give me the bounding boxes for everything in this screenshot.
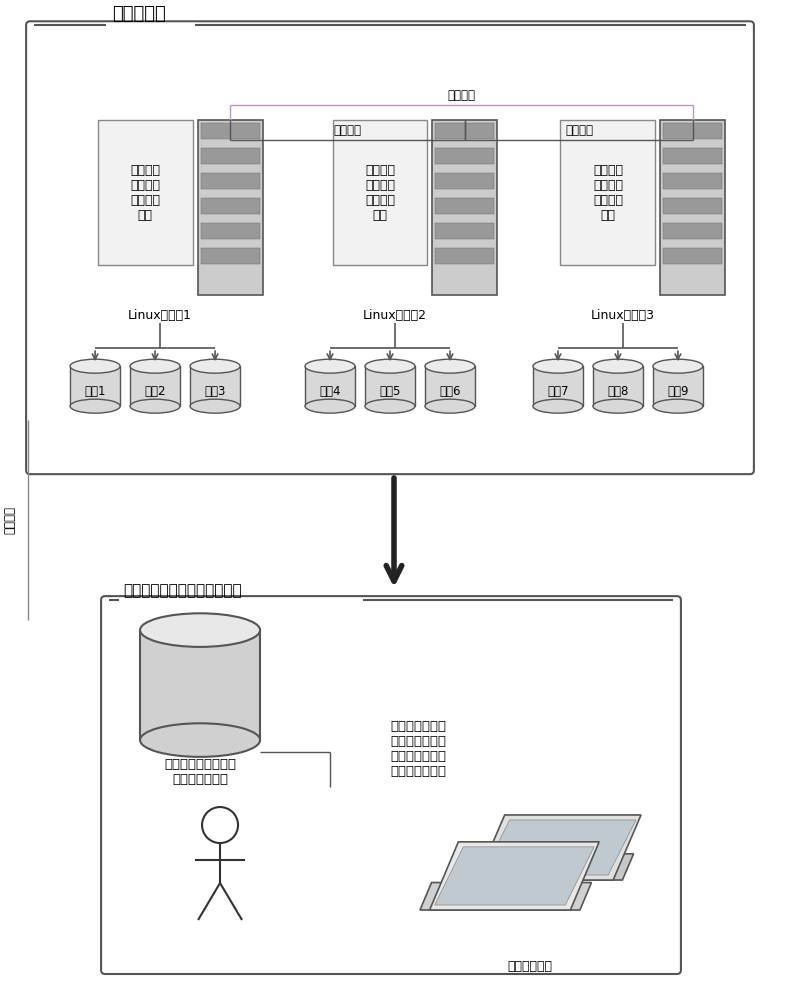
Ellipse shape [593, 399, 643, 413]
Text: 磁盘7: 磁盘7 [548, 385, 569, 398]
Text: 用户通过分布式
文件系统相应的
接口映射到自己
的电脑进行访问: 用户通过分布式 文件系统相应的 接口映射到自己 的电脑进行访问 [390, 720, 446, 778]
Polygon shape [467, 854, 634, 880]
Bar [664, 173, 723, 189]
Bar [664, 148, 723, 164]
Text: 服务器中
运行着分
布式集群
软件: 服务器中 运行着分 布式集群 软件 [130, 164, 160, 222]
Ellipse shape [593, 359, 643, 373]
Bar [560, 120, 656, 265]
Bar [664, 123, 723, 139]
Ellipse shape [305, 399, 355, 413]
Text: 分布式集群: 分布式集群 [112, 5, 166, 23]
Ellipse shape [130, 399, 180, 413]
Text: 磁盘9: 磁盘9 [667, 385, 689, 398]
Ellipse shape [365, 399, 415, 413]
Text: 磁盘5: 磁盘5 [380, 385, 401, 398]
Text: 分布式集群文件系统
虚拟出来的硬盘: 分布式集群文件系统 虚拟出来的硬盘 [164, 758, 236, 786]
FancyBboxPatch shape [101, 596, 681, 974]
Bar [332, 120, 428, 265]
Bar [436, 248, 495, 264]
Bar [425, 366, 475, 406]
Bar [664, 248, 723, 264]
FancyBboxPatch shape [197, 120, 263, 295]
Ellipse shape [653, 359, 703, 373]
Text: 磁盘3: 磁盘3 [204, 385, 226, 398]
Text: 网络通信: 网络通信 [447, 89, 476, 102]
Bar [200, 223, 260, 239]
Bar [436, 223, 495, 239]
Bar [200, 248, 260, 264]
FancyBboxPatch shape [432, 120, 498, 295]
Ellipse shape [140, 613, 260, 647]
Bar [593, 366, 643, 406]
Bar [664, 198, 723, 214]
Text: Linux服务器2: Linux服务器2 [363, 309, 427, 322]
Bar [436, 198, 495, 214]
Text: 多台便携电脑: 多台便携电脑 [507, 960, 552, 973]
Text: 磁盘2: 磁盘2 [144, 385, 166, 398]
Polygon shape [435, 847, 594, 905]
Text: 服务器中
运行着分
布式集群
软件: 服务器中 运行着分 布式集群 软件 [593, 164, 623, 222]
Bar [190, 366, 240, 406]
Bar [436, 173, 495, 189]
Bar [200, 123, 260, 139]
Bar [436, 123, 495, 139]
Ellipse shape [190, 359, 240, 373]
Ellipse shape [425, 399, 475, 413]
Ellipse shape [70, 359, 120, 373]
Ellipse shape [70, 399, 120, 413]
Ellipse shape [190, 399, 240, 413]
FancyBboxPatch shape [26, 21, 754, 474]
Text: 磁盘1: 磁盘1 [84, 385, 106, 398]
Bar [98, 120, 193, 265]
Bar [653, 366, 703, 406]
Text: 磁盘6: 磁盘6 [439, 385, 461, 398]
Polygon shape [477, 815, 641, 880]
Text: Linux服务器1: Linux服务器1 [128, 309, 192, 322]
Text: 用户访问分布式集群文件系统: 用户访问分布式集群文件系统 [123, 583, 241, 598]
Ellipse shape [140, 723, 260, 757]
Ellipse shape [130, 359, 180, 373]
Bar [200, 173, 260, 189]
Bar [130, 366, 180, 406]
Bar [436, 148, 495, 164]
Bar [305, 366, 355, 406]
Ellipse shape [533, 359, 583, 373]
Ellipse shape [425, 359, 475, 373]
FancyBboxPatch shape [660, 120, 725, 295]
Bar [664, 223, 723, 239]
Bar [200, 198, 260, 214]
Circle shape [202, 807, 238, 843]
Ellipse shape [305, 359, 355, 373]
Ellipse shape [533, 399, 583, 413]
Polygon shape [482, 820, 636, 875]
Bar [70, 366, 120, 406]
Polygon shape [429, 842, 599, 910]
Bar [200, 148, 260, 164]
Ellipse shape [365, 359, 415, 373]
Text: 网络通信: 网络通信 [334, 124, 361, 137]
Text: 网络通信: 网络通信 [4, 506, 17, 534]
Text: 网络通信: 网络通信 [565, 124, 593, 137]
Bar [140, 630, 260, 740]
Text: Linux服务器3: Linux服务器3 [591, 309, 655, 322]
Polygon shape [420, 883, 592, 910]
Text: 磁盘8: 磁盘8 [608, 385, 629, 398]
Ellipse shape [653, 399, 703, 413]
Text: 磁盘4: 磁盘4 [320, 385, 341, 398]
Bar [533, 366, 583, 406]
Text: 服务器中
运行着分
布式集群
软件: 服务器中 运行着分 布式集群 软件 [365, 164, 395, 222]
Bar [365, 366, 415, 406]
